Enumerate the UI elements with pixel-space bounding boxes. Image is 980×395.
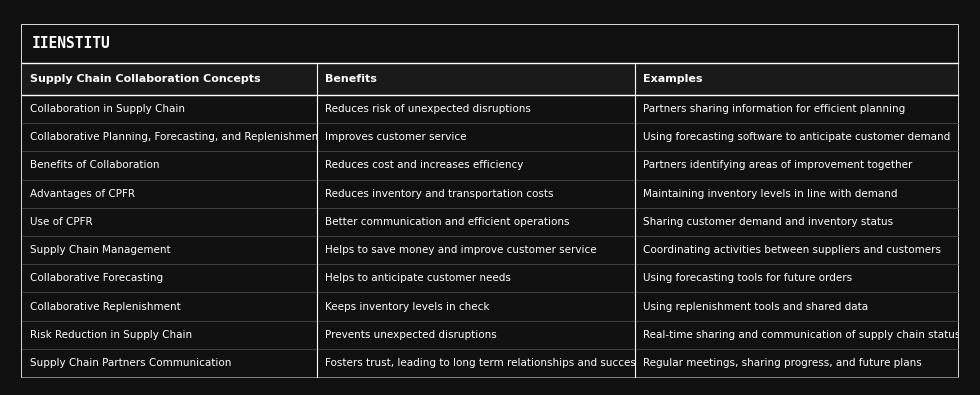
Text: Using forecasting tools for future orders: Using forecasting tools for future order…	[643, 273, 853, 283]
Bar	[22, 292, 958, 321]
Text: IIENSTITU: IIENSTITU	[32, 36, 111, 51]
Text: Collaborative Forecasting: Collaborative Forecasting	[30, 273, 163, 283]
Bar	[22, 180, 958, 208]
Bar	[22, 25, 958, 63]
Text: Keeps inventory levels in check: Keeps inventory levels in check	[324, 301, 489, 312]
Text: Partners sharing information for efficient planning: Partners sharing information for efficie…	[643, 104, 906, 114]
Text: Maintaining inventory levels in line with demand: Maintaining inventory levels in line wit…	[643, 189, 898, 199]
Text: Coordinating activities between suppliers and customers: Coordinating activities between supplier…	[643, 245, 941, 255]
Text: Benefits: Benefits	[324, 74, 376, 84]
Text: Benefits of Collaboration: Benefits of Collaboration	[30, 160, 160, 171]
Text: Collaboration in Supply Chain: Collaboration in Supply Chain	[30, 104, 185, 114]
Bar	[22, 123, 958, 151]
Text: Advantages of CPFR: Advantages of CPFR	[30, 189, 135, 199]
Text: Reduces risk of unexpected disruptions: Reduces risk of unexpected disruptions	[324, 104, 531, 114]
Text: Supply Chain Partners Communication: Supply Chain Partners Communication	[30, 358, 231, 368]
Text: Supply Chain Management: Supply Chain Management	[30, 245, 171, 255]
Text: Using replenishment tools and shared data: Using replenishment tools and shared dat…	[643, 301, 868, 312]
Text: Collaborative Planning, Forecasting, and Replenishment (CPFR): Collaborative Planning, Forecasting, and…	[30, 132, 361, 142]
Bar	[22, 208, 958, 236]
Text: Helps to save money and improve customer service: Helps to save money and improve customer…	[324, 245, 597, 255]
Text: Prevents unexpected disruptions: Prevents unexpected disruptions	[324, 330, 497, 340]
Text: Fosters trust, leading to long term relationships and success: Fosters trust, leading to long term rela…	[324, 358, 641, 368]
Text: Reduces inventory and transportation costs: Reduces inventory and transportation cos…	[324, 189, 554, 199]
Bar	[22, 321, 958, 349]
Text: Better communication and efficient operations: Better communication and efficient opera…	[324, 217, 569, 227]
Bar	[22, 236, 958, 264]
Text: Collaborative Replenishment: Collaborative Replenishment	[30, 301, 180, 312]
Text: Helps to anticipate customer needs: Helps to anticipate customer needs	[324, 273, 511, 283]
Text: Regular meetings, sharing progress, and future plans: Regular meetings, sharing progress, and …	[643, 358, 922, 368]
Text: Examples: Examples	[643, 74, 703, 84]
Text: Sharing customer demand and inventory status: Sharing customer demand and inventory st…	[643, 217, 893, 227]
Text: Using forecasting software to anticipate customer demand: Using forecasting software to anticipate…	[643, 132, 951, 142]
Text: Risk Reduction in Supply Chain: Risk Reduction in Supply Chain	[30, 330, 192, 340]
Text: Supply Chain Collaboration Concepts: Supply Chain Collaboration Concepts	[30, 74, 261, 84]
Bar	[22, 95, 958, 123]
Text: Use of CPFR: Use of CPFR	[30, 217, 93, 227]
Text: Partners identifying areas of improvement together: Partners identifying areas of improvemen…	[643, 160, 912, 171]
Text: Reduces cost and increases efficiency: Reduces cost and increases efficiency	[324, 160, 523, 171]
Text: Real-time sharing and communication of supply chain status: Real-time sharing and communication of s…	[643, 330, 960, 340]
Text: Improves customer service: Improves customer service	[324, 132, 466, 142]
Bar	[22, 25, 958, 377]
Bar	[22, 264, 958, 292]
Bar	[22, 349, 958, 377]
Bar	[22, 151, 958, 180]
Bar	[22, 63, 958, 95]
